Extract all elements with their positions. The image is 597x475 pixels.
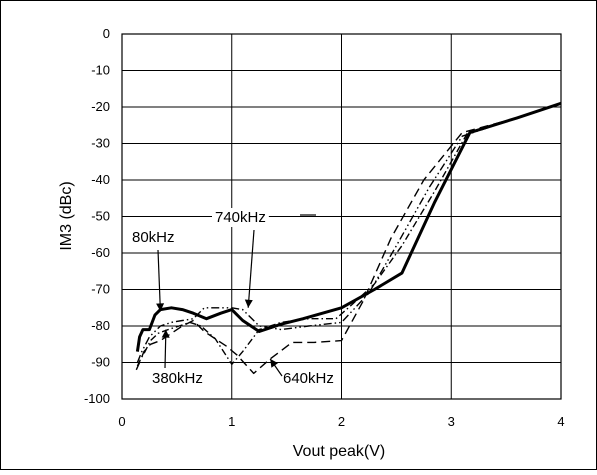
annotation-label-640khz: 640kHz [283,370,334,387]
y-tick-label: -20 [91,99,110,114]
x-tick-label: 0 [118,414,125,429]
series-lines [135,101,562,375]
x-tick-labels: 0 1 2 3 4 [118,414,564,429]
annotation-arrowhead [244,299,253,308]
x-tick-label: 4 [557,414,564,429]
annotation-label-740khz: 740kHz [215,209,266,226]
series-line-380khz [136,102,562,367]
y-tick-label: -70 [91,282,110,297]
annotation-background [149,369,206,388]
annotation-arrowhead [156,303,165,312]
y-tick-label: -30 [91,136,110,151]
series-line-740khz [136,102,562,363]
annotation-background [212,208,269,227]
annotations: 80kHz 740kHz 380kHz 640kHz [129,208,337,388]
y-tick-label: 0 [103,26,110,41]
x-tick-label: 3 [448,414,455,429]
x-tick-label: 1 [228,414,235,429]
annotation-arrow-80khz [157,249,162,312]
annotation-arrowhead [270,358,278,368]
annotation-label-380khz: 380kHz [152,370,203,387]
annotation-background [280,369,337,388]
x-tick-label: 2 [338,414,345,429]
y-tick-label: -40 [91,172,110,187]
y-tick-labels: 0 -10 -20 -30 -40 -50 -60 -70 -80 -90 -100 [84,26,110,406]
annotation-arrow-740khz [247,229,255,308]
series-line-80khz [135,101,562,352]
annotation-arrowhead [161,329,170,338]
annotation-label-80khz: 80kHz [132,229,175,246]
y-tick-label: -100 [84,391,110,406]
y-tick-label: -90 [91,355,110,370]
annotation-background [129,228,178,247]
y-tick-label: -60 [91,245,110,260]
series-line-640khz [135,102,562,375]
x-axis-label: Vout peak(V) [293,443,386,460]
y-axis-label: IM3 (dBc) [58,181,75,250]
y-tick-label: -10 [91,63,110,78]
y-tick-label: -50 [91,209,110,224]
y-tick-label: -80 [91,318,110,333]
plot-area-border [121,33,562,400]
